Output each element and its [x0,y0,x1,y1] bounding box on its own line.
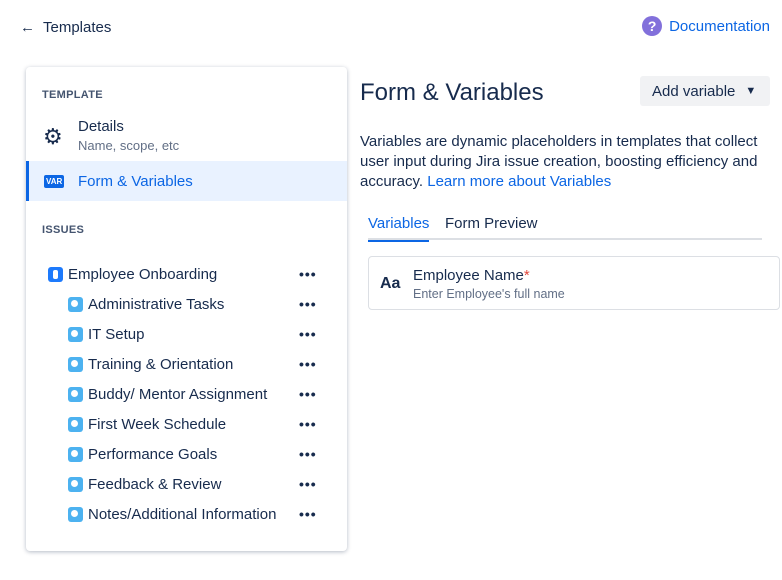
add-variable-button[interactable]: Add variable ▼ [640,76,770,106]
variable-name: Employee Name [413,267,524,284]
more-icon[interactable]: ••• [299,416,317,432]
subtask-icon [68,326,83,342]
issue-subtask[interactable]: Training & Orientation ••• [26,349,347,379]
chevron-down-icon: ▼ [745,85,757,97]
help-icon: ? [642,16,663,36]
page-title: Form & Variables [360,79,544,106]
var-icon: VAR [44,174,65,188]
issues-heading: ISSUES [42,224,85,236]
subtask-icon [68,386,83,402]
subtask-icon [68,296,83,312]
more-icon[interactable]: ••• [299,266,317,282]
subtask-icon [68,416,83,432]
issue-subtask[interactable]: Administrative Tasks ••• [26,289,347,319]
more-icon[interactable]: ••• [299,476,317,492]
sidebar-item-form-variables[interactable]: VAR Form & Variables [26,161,347,201]
issue-subtask[interactable]: Notes/Additional Information ••• [26,499,347,529]
gear-icon: ⚙ [43,124,63,149]
arrow-left-icon: ← [20,19,35,36]
subtask-icon [68,506,83,522]
back-to-templates[interactable]: ← Templates [20,19,112,36]
issue-epic[interactable]: Employee Onboarding ••• [26,259,347,289]
tabs: Variables Form Preview [368,215,762,242]
variable-card[interactable]: Aa Employee Name* Enter Employee's full … [368,256,780,310]
sidebar-item-details[interactable]: ⚙ Details Name, scope, etc [43,118,180,153]
issue-subtask[interactable]: Performance Goals ••• [26,439,347,469]
template-sidebar: TEMPLATE ⚙ Details Name, scope, etc VAR … [26,67,347,551]
more-icon[interactable]: ••• [299,356,317,372]
issue-subtask[interactable]: IT Setup ••• [26,319,347,349]
issue-subtask[interactable]: Buddy/ Mentor Assignment ••• [26,379,347,409]
description: Variables are dynamic placeholders in te… [360,133,758,190]
tab-form-preview[interactable]: Form Preview [445,215,538,232]
documentation-link[interactable]: ? Documentation [642,16,770,36]
subtask-icon [68,356,83,372]
issue-subtask[interactable]: Feedback & Review ••• [26,469,347,499]
text-type-icon: Aa [380,275,401,292]
template-heading: TEMPLATE [42,89,103,101]
epic-icon [48,266,63,282]
more-icon[interactable]: ••• [299,446,317,462]
more-icon[interactable]: ••• [299,296,317,312]
more-icon[interactable]: ••• [299,506,317,522]
learn-more-link[interactable]: Learn more about Variables [427,173,612,190]
issue-subtask[interactable]: First Week Schedule ••• [26,409,347,439]
required-marker: * [523,267,530,284]
more-icon[interactable]: ••• [299,326,317,342]
tab-variables[interactable]: Variables [368,215,430,242]
variable-placeholder: Enter Employee's full name [413,287,565,301]
subtask-icon [68,476,83,492]
subtask-icon [68,446,83,462]
more-icon[interactable]: ••• [299,386,317,402]
